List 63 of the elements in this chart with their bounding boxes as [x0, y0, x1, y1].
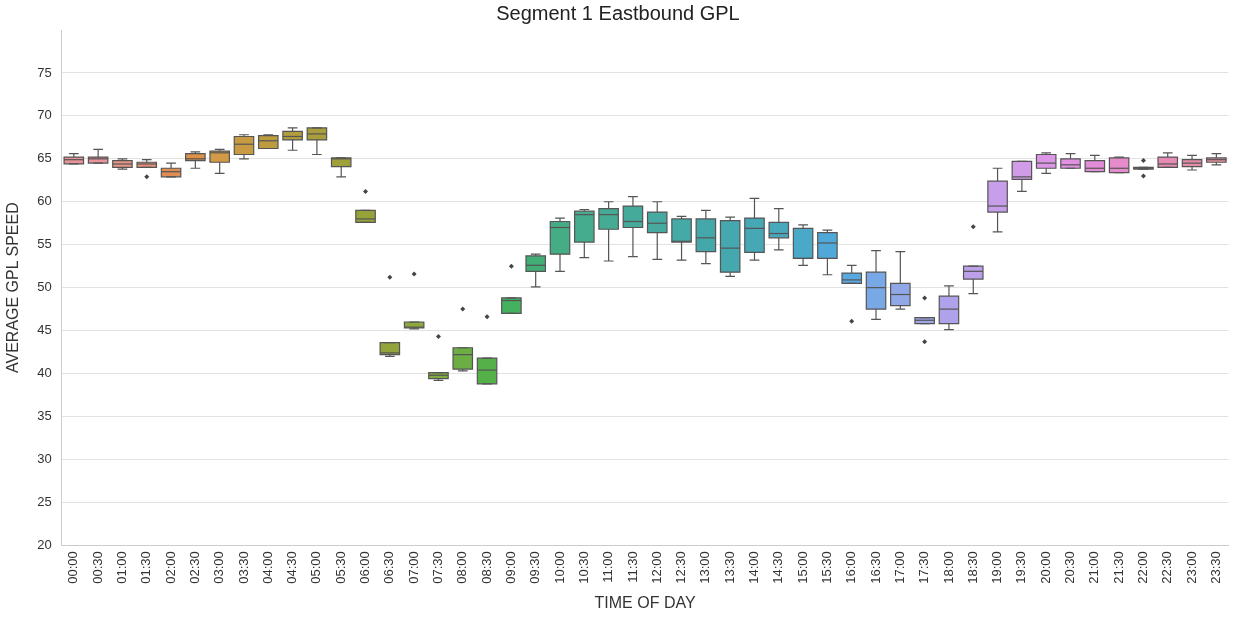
x-tick-label: 21:30	[1110, 551, 1126, 584]
x-tick-label: 19:00	[989, 551, 1005, 584]
x-tick-label: 03:30	[235, 551, 251, 584]
x-tick-label: 02:30	[186, 551, 202, 584]
x-tick-label: 22:00	[1135, 551, 1151, 584]
x-tick-label: 06:30	[381, 551, 397, 584]
y-tick-label: 70	[37, 107, 52, 123]
x-tick-label: 18:30	[964, 551, 980, 584]
y-tick-label: 65	[37, 150, 52, 166]
x-tick-label: 09:00	[502, 551, 518, 584]
chart-title: Segment 1 Eastbound GPL	[496, 1, 740, 24]
x-tick-label: 08:00	[454, 551, 470, 584]
x-tick-label: 10:00	[551, 551, 567, 584]
x-tick-label: 04:00	[259, 551, 275, 584]
x-tick-label: 09:30	[527, 551, 543, 584]
x-tick-label: 20:30	[1062, 551, 1078, 584]
x-tick-label: 01:30	[138, 551, 154, 584]
x-tick-label: 23:00	[1183, 551, 1199, 584]
y-tick-label: 25	[37, 493, 52, 509]
x-tick-label: 22:30	[1159, 551, 1175, 584]
y-axis-title: AVERAGE GPL SPEED	[4, 202, 22, 373]
x-tick-label: 14:00	[746, 551, 762, 584]
x-tick-label: 03:00	[211, 551, 227, 584]
x-tick-label: 19:30	[1013, 551, 1029, 584]
y-tick-label: 50	[37, 279, 52, 295]
y-tick-label: 45	[37, 322, 52, 338]
x-tick-label: 07:30	[430, 551, 446, 584]
x-tick-label: 05:00	[308, 551, 324, 584]
x-tick-label: 10:30	[575, 551, 591, 584]
x-tick-label: 05:30	[332, 551, 348, 584]
y-tick-label: 20	[37, 536, 52, 552]
x-tick-label: 00:30	[89, 551, 105, 584]
x-tick-label: 14:30	[770, 551, 786, 584]
x-tick-label: 17:30	[916, 551, 932, 584]
x-tick-label: 06:00	[357, 551, 373, 584]
x-tick-label: 12:30	[673, 551, 689, 584]
x-tick-label: 11:00	[600, 551, 616, 583]
x-tick-label: 13:00	[697, 551, 713, 584]
x-tick-label: 17:00	[891, 551, 907, 584]
x-tick-label: 11:30	[624, 551, 640, 583]
x-tick-label: 16:00	[843, 551, 859, 584]
x-tick-label: 16:30	[867, 551, 883, 584]
x-tick-label: 21:00	[1086, 551, 1102, 584]
x-tick-label: 08:30	[478, 551, 494, 584]
x-tick-label: 15:30	[818, 551, 834, 584]
y-tick-label: 30	[37, 450, 52, 466]
x-tick-label: 20:00	[1037, 551, 1053, 584]
x-tick-label: 12:00	[648, 551, 664, 584]
x-tick-label: 02:00	[162, 551, 178, 584]
y-tick-label: 40	[37, 365, 52, 381]
x-tick-label: 07:00	[405, 551, 421, 584]
x-tick-label: 01:00	[114, 551, 130, 584]
x-tick-label: 00:00	[65, 551, 81, 584]
x-tick-label: 23:30	[1207, 551, 1223, 584]
x-tick-label: 13:30	[721, 551, 737, 584]
y-tick-label: 75	[37, 64, 52, 80]
x-axis-title: TIME OF DAY	[594, 593, 696, 611]
x-tick-label: 18:00	[940, 551, 956, 584]
y-tick-label: 35	[37, 408, 52, 424]
x-tick-label: 15:00	[794, 551, 810, 584]
y-tick-label: 55	[37, 236, 52, 252]
x-tick-label: 04:30	[284, 551, 300, 584]
y-tick-label: 60	[37, 193, 52, 209]
